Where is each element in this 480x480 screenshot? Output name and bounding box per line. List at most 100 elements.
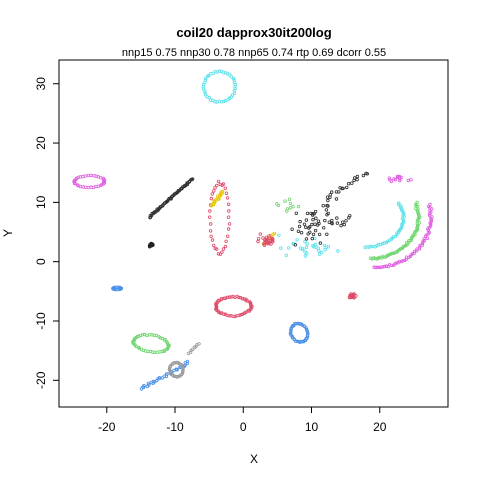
data-point bbox=[231, 314, 235, 318]
data-point bbox=[339, 223, 343, 228]
data-point bbox=[216, 252, 221, 256]
data-point bbox=[256, 236, 261, 241]
data-point bbox=[398, 178, 402, 183]
data-point bbox=[204, 76, 208, 80]
data-point bbox=[429, 222, 433, 227]
data-point bbox=[382, 241, 387, 245]
data-point bbox=[309, 211, 313, 216]
data-point bbox=[221, 247, 226, 251]
data-point bbox=[233, 314, 237, 319]
data-point bbox=[352, 295, 356, 299]
data-point bbox=[246, 299, 250, 303]
data-point bbox=[401, 213, 405, 217]
data-point bbox=[352, 292, 356, 296]
data-point bbox=[313, 209, 318, 214]
data-point bbox=[180, 370, 185, 375]
data-point bbox=[140, 333, 145, 337]
data-point bbox=[406, 178, 410, 183]
data-point bbox=[188, 350, 193, 354]
data-point bbox=[411, 234, 415, 239]
data-point bbox=[365, 245, 369, 249]
data-point bbox=[422, 238, 427, 243]
data-point bbox=[218, 182, 222, 187]
y-tick-label: 20 bbox=[34, 136, 48, 150]
data-point bbox=[296, 229, 301, 233]
data-point bbox=[412, 249, 417, 253]
x-tick-label: 20 bbox=[373, 420, 387, 434]
data-point bbox=[304, 218, 309, 222]
chart-title: coil20 dapprox30it200log bbox=[176, 25, 331, 40]
data-point bbox=[231, 76, 236, 81]
data-point bbox=[197, 342, 201, 346]
data-point bbox=[261, 236, 265, 240]
data-point bbox=[412, 251, 416, 255]
data-point bbox=[322, 243, 327, 248]
data-point bbox=[211, 243, 216, 248]
data-point bbox=[400, 224, 404, 228]
data-point bbox=[225, 234, 230, 238]
data-point bbox=[231, 294, 235, 299]
data-point bbox=[298, 219, 302, 224]
data-point bbox=[346, 181, 351, 186]
data-point bbox=[168, 364, 172, 369]
data-point bbox=[391, 251, 395, 256]
data-point bbox=[102, 180, 106, 185]
data-point bbox=[355, 177, 359, 182]
data-point bbox=[176, 374, 181, 379]
data-point bbox=[294, 321, 298, 326]
data-point bbox=[226, 202, 231, 206]
data-point bbox=[227, 314, 231, 318]
y-tick-label: 0 bbox=[34, 258, 48, 265]
data-point bbox=[289, 329, 293, 333]
data-point bbox=[326, 204, 330, 208]
data-point bbox=[91, 185, 96, 190]
data-point bbox=[142, 383, 146, 388]
data-point bbox=[409, 178, 413, 182]
data-point bbox=[214, 183, 219, 188]
data-point bbox=[344, 219, 348, 223]
data-point bbox=[422, 237, 426, 241]
data-point bbox=[165, 340, 169, 344]
data-point bbox=[213, 99, 217, 104]
data-point bbox=[428, 224, 433, 228]
data-point bbox=[89, 173, 93, 178]
data-point bbox=[220, 99, 224, 104]
x-tick-label: 10 bbox=[305, 420, 319, 434]
data-point bbox=[323, 218, 327, 223]
data-point bbox=[249, 305, 254, 309]
data-point bbox=[310, 236, 314, 241]
data-point bbox=[429, 218, 434, 222]
data-point bbox=[316, 219, 321, 223]
data-point bbox=[307, 226, 311, 230]
data-point bbox=[266, 241, 270, 246]
data-point bbox=[218, 252, 222, 256]
data-point bbox=[119, 287, 123, 291]
data-point bbox=[224, 71, 228, 75]
data-point bbox=[350, 181, 354, 185]
data-point bbox=[318, 241, 323, 245]
data-point bbox=[210, 192, 214, 196]
data-point bbox=[208, 229, 213, 233]
data-point bbox=[206, 74, 210, 78]
data-point bbox=[330, 190, 334, 194]
data-point bbox=[380, 241, 385, 246]
data-point bbox=[210, 238, 215, 242]
data-point bbox=[189, 178, 193, 182]
data-point bbox=[373, 256, 377, 261]
data-point bbox=[387, 238, 391, 242]
data-point bbox=[348, 295, 353, 300]
data-point bbox=[72, 181, 77, 186]
data-point bbox=[229, 295, 233, 299]
data-point bbox=[353, 176, 357, 180]
data-point bbox=[387, 176, 392, 180]
data-point bbox=[142, 332, 147, 337]
data-point bbox=[207, 95, 211, 100]
data-point bbox=[317, 249, 321, 253]
data-point bbox=[305, 251, 309, 255]
data-point bbox=[226, 215, 231, 219]
data-point bbox=[328, 193, 332, 197]
data-point bbox=[430, 215, 434, 219]
data-point bbox=[265, 240, 270, 244]
data-point bbox=[327, 220, 331, 224]
